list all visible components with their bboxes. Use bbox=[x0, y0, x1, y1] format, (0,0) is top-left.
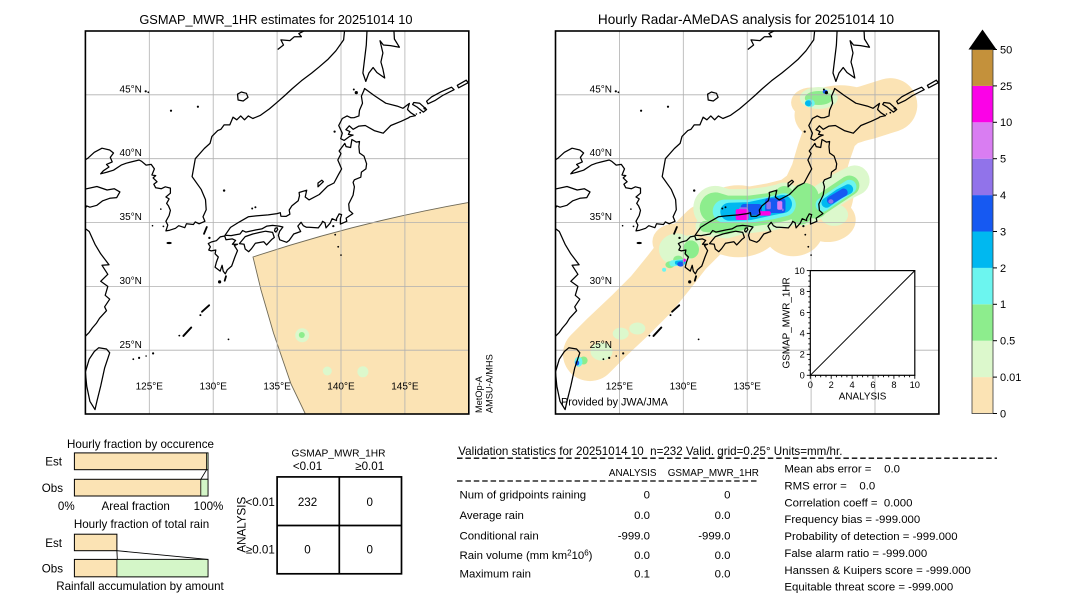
svg-text:140°E: 140°E bbox=[327, 382, 355, 393]
svg-text:GSMAP_MWR_1HR: GSMAP_MWR_1HR bbox=[292, 448, 386, 459]
svg-text:45°N: 45°N bbox=[590, 84, 612, 95]
svg-text:30°N: 30°N bbox=[120, 276, 142, 287]
svg-text:3: 3 bbox=[1000, 226, 1006, 238]
svg-text:0.5: 0.5 bbox=[1000, 336, 1015, 348]
svg-text:10: 10 bbox=[1000, 117, 1012, 129]
svg-text:0: 0 bbox=[304, 544, 310, 557]
svg-text:Equitable threat score = -999.: Equitable threat score = -999.000 bbox=[784, 582, 953, 594]
svg-text:8: 8 bbox=[800, 287, 805, 297]
svg-text:4: 4 bbox=[1000, 190, 1006, 202]
svg-text:≥0.01: ≥0.01 bbox=[355, 460, 384, 473]
svg-text:2: 2 bbox=[829, 380, 834, 390]
svg-text:8: 8 bbox=[891, 380, 896, 390]
svg-text:-999.0: -999.0 bbox=[698, 531, 730, 543]
svg-text:145°E: 145°E bbox=[391, 382, 419, 393]
svg-text:4: 4 bbox=[850, 380, 855, 390]
svg-text:0.0: 0.0 bbox=[715, 550, 731, 562]
svg-text:0.0: 0.0 bbox=[715, 568, 731, 580]
svg-text:0: 0 bbox=[800, 371, 805, 381]
svg-text:GSMAP_MWR_1HR: GSMAP_MWR_1HR bbox=[668, 468, 759, 479]
svg-text:45°N: 45°N bbox=[120, 84, 142, 95]
svg-text:10: 10 bbox=[910, 380, 920, 390]
svg-text:Mean abs error = 0.0: Mean abs error = 0.0 bbox=[784, 463, 900, 475]
svg-text:<0.01: <0.01 bbox=[293, 460, 322, 473]
svg-text:MetOp-A: MetOp-A bbox=[474, 375, 484, 413]
svg-text:40°N: 40°N bbox=[120, 148, 142, 159]
svg-text:10: 10 bbox=[794, 266, 804, 276]
svg-text:135°E: 135°E bbox=[734, 382, 762, 393]
svg-text:Provided by JWA/JMA: Provided by JWA/JMA bbox=[561, 397, 669, 409]
svg-text:Hourly fraction by occurence: Hourly fraction by occurence bbox=[67, 438, 214, 451]
svg-text:30°N: 30°N bbox=[590, 276, 612, 287]
svg-text:25°N: 25°N bbox=[590, 340, 612, 351]
svg-text:Probability of detection = -99: Probability of detection = -999.000 bbox=[784, 531, 957, 543]
svg-text:2: 2 bbox=[800, 350, 805, 360]
svg-text:AMSU-A/MHS: AMSU-A/MHS bbox=[485, 354, 495, 413]
svg-text:RMS error = 0.0: RMS error = 0.0 bbox=[784, 480, 875, 492]
svg-text:Correlation coeff = 0.000: Correlation coeff = 0.000 bbox=[784, 497, 912, 509]
svg-text:232: 232 bbox=[298, 496, 317, 509]
svg-text:130°E: 130°E bbox=[670, 382, 698, 393]
svg-text:False alarm ratio = -999.000: False alarm ratio = -999.000 bbox=[784, 548, 927, 560]
svg-text:0.0: 0.0 bbox=[715, 510, 731, 522]
svg-text:0: 0 bbox=[1000, 408, 1006, 420]
svg-text:GSMAP_MWR_1HR: GSMAP_MWR_1HR bbox=[781, 277, 792, 368]
svg-text:6: 6 bbox=[800, 308, 805, 318]
svg-text:35°N: 35°N bbox=[590, 212, 612, 223]
svg-text:50: 50 bbox=[1000, 44, 1012, 56]
svg-text:Maximum rain: Maximum rain bbox=[460, 568, 532, 580]
svg-text:100%: 100% bbox=[194, 500, 224, 513]
svg-text:0.0: 0.0 bbox=[634, 550, 650, 562]
svg-text:Rainfall accumulation by amoun: Rainfall accumulation by amount bbox=[56, 580, 224, 593]
svg-text:ANALYSIS: ANALYSIS bbox=[236, 497, 249, 553]
svg-text:0: 0 bbox=[644, 490, 650, 502]
svg-text:0: 0 bbox=[366, 496, 372, 509]
svg-text:125°E: 125°E bbox=[136, 382, 164, 393]
svg-text:≥0.01: ≥0.01 bbox=[246, 544, 275, 557]
svg-text:0: 0 bbox=[366, 544, 372, 557]
svg-text:Conditional rain: Conditional rain bbox=[460, 531, 539, 543]
svg-text:Average rain: Average rain bbox=[460, 510, 524, 522]
svg-text:<0.01: <0.01 bbox=[245, 496, 274, 509]
svg-text:4: 4 bbox=[800, 329, 805, 339]
svg-text:Frequency bias = -999.000: Frequency bias = -999.000 bbox=[784, 514, 920, 526]
svg-text:Hourly fraction of total rain: Hourly fraction of total rain bbox=[74, 518, 209, 531]
svg-text:0.0: 0.0 bbox=[634, 510, 650, 522]
svg-text:0%: 0% bbox=[58, 500, 75, 513]
svg-text:35°N: 35°N bbox=[120, 212, 142, 223]
svg-text:0: 0 bbox=[724, 490, 730, 502]
svg-text:ANALYSIS: ANALYSIS bbox=[609, 468, 657, 479]
svg-text:Validation statistics for 2025: Validation statistics for 20251014 10 n=… bbox=[458, 445, 842, 458]
svg-text:25°N: 25°N bbox=[120, 340, 142, 351]
svg-text:125°E: 125°E bbox=[606, 382, 634, 393]
svg-text:Num of gridpoints raining: Num of gridpoints raining bbox=[460, 490, 587, 502]
svg-text:0: 0 bbox=[808, 380, 813, 390]
svg-text:1: 1 bbox=[1000, 299, 1006, 311]
svg-text:GSMAP_MWR_1HR estimates for 20: GSMAP_MWR_1HR estimates for 20251014 10 bbox=[139, 12, 412, 27]
svg-text:40°N: 40°N bbox=[590, 148, 612, 159]
svg-text:135°E: 135°E bbox=[263, 382, 291, 393]
svg-text:Hourly Radar-AMeDAS analysis f: Hourly Radar-AMeDAS analysis for 2025101… bbox=[598, 12, 895, 27]
svg-text:Rain volume (mm km2106): Rain volume (mm km2106) bbox=[460, 549, 593, 563]
svg-text:0.1: 0.1 bbox=[634, 568, 650, 580]
svg-text:Hanssen & Kuipers score = -999: Hanssen & Kuipers score = -999.000 bbox=[784, 565, 970, 577]
svg-text:2: 2 bbox=[1000, 263, 1006, 275]
svg-text:Est: Est bbox=[45, 537, 63, 550]
svg-text:-999.0: -999.0 bbox=[618, 531, 650, 543]
svg-text:5: 5 bbox=[1000, 154, 1006, 166]
svg-text:Obs: Obs bbox=[42, 482, 63, 495]
svg-text:25: 25 bbox=[1000, 81, 1012, 93]
svg-text:6: 6 bbox=[870, 380, 875, 390]
svg-text:Areal fraction: Areal fraction bbox=[102, 500, 170, 513]
svg-text:Est: Est bbox=[45, 456, 63, 469]
svg-text:0.01: 0.01 bbox=[1000, 372, 1021, 384]
svg-text:ANALYSIS: ANALYSIS bbox=[839, 392, 887, 403]
svg-text:Obs: Obs bbox=[42, 562, 63, 575]
svg-text:130°E: 130°E bbox=[200, 382, 228, 393]
